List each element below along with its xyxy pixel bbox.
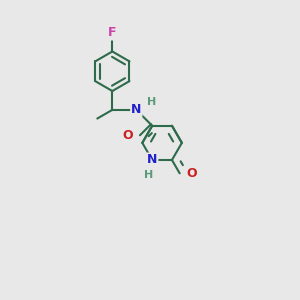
Text: H: H — [147, 97, 156, 106]
Text: N: N — [131, 103, 142, 116]
Text: H: H — [144, 170, 153, 180]
Text: O: O — [122, 129, 133, 142]
Text: F: F — [108, 26, 117, 40]
Text: O: O — [187, 167, 197, 180]
Text: N: N — [147, 154, 158, 166]
